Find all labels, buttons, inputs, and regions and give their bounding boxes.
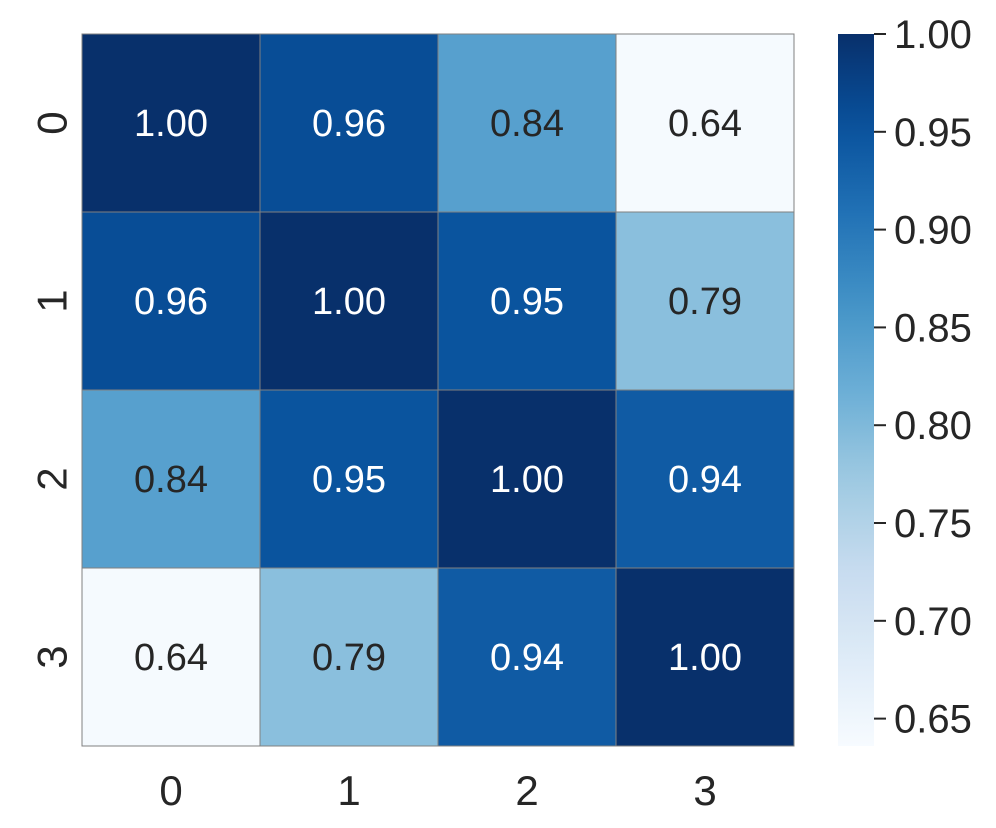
cell-value-label: 1.00 bbox=[668, 637, 742, 679]
cell-value-label: 0.79 bbox=[312, 637, 386, 679]
colorbar: 0.65 0.70 0.75 0.80 0.85 0.90 0.95 1.00 bbox=[838, 13, 972, 746]
y-tick-label: 3 bbox=[29, 645, 76, 668]
heatmap-cell-r1-c0 bbox=[81, 211, 261, 391]
cell-value-label: 0.95 bbox=[490, 281, 564, 323]
x-tick-label: 1 bbox=[337, 767, 360, 814]
cell-value-label: 0.96 bbox=[312, 103, 386, 145]
cell-value-label: 0.79 bbox=[668, 281, 742, 323]
heatmap-cell-r0-c1 bbox=[259, 33, 439, 213]
heatmap-cell-r3-c0 bbox=[81, 567, 261, 747]
cell-value-label: 0.84 bbox=[490, 103, 564, 145]
cell-value-label: 0.84 bbox=[134, 459, 208, 501]
colorbar-tick-label: 0.75 bbox=[894, 502, 972, 546]
heatmap-cell-r1-c3 bbox=[615, 211, 795, 391]
heatmap-cell-r0-c3 bbox=[615, 33, 795, 213]
heatmap-cell-r1-c2 bbox=[437, 211, 617, 391]
cell-value-label: 1.00 bbox=[490, 459, 564, 501]
y-tick-label: 2 bbox=[29, 467, 76, 490]
cell-value-label: 0.94 bbox=[668, 459, 742, 501]
y-tick-label: 1 bbox=[29, 289, 76, 312]
heatmap-cell-r2-c1 bbox=[259, 389, 439, 569]
cell-value-label: 0.64 bbox=[134, 637, 208, 679]
x-tick-label: 0 bbox=[159, 767, 182, 814]
x-tick-label: 2 bbox=[515, 767, 538, 814]
cell-value-label: 1.00 bbox=[134, 103, 208, 145]
colorbar-tick-label: 1.00 bbox=[894, 13, 972, 57]
y-axis-ticks: 0 1 2 3 bbox=[29, 111, 76, 668]
x-tick-label: 3 bbox=[693, 767, 716, 814]
heatmap-cell-r0-c2 bbox=[437, 33, 617, 213]
colorbar-tick-label: 0.80 bbox=[894, 404, 972, 448]
y-tick-label: 0 bbox=[29, 111, 76, 134]
cell-value-label: 0.64 bbox=[668, 103, 742, 145]
colorbar-tick-label: 0.85 bbox=[894, 306, 972, 350]
cell-value-label: 0.94 bbox=[490, 637, 564, 679]
colorbar-tick-label: 0.90 bbox=[894, 209, 972, 253]
cell-value-label: 1.00 bbox=[312, 281, 386, 323]
colorbar-tick-label: 0.65 bbox=[894, 698, 972, 742]
heatmap-cell-r3-c2 bbox=[437, 567, 617, 747]
colorbar-gradient bbox=[838, 34, 874, 746]
x-axis-ticks: 0 1 2 3 bbox=[159, 767, 716, 814]
cell-value-label: 0.95 bbox=[312, 459, 386, 501]
heatmap-cell-r1-c1 bbox=[259, 211, 439, 391]
colorbar-tick-label: 0.70 bbox=[894, 600, 972, 644]
colorbar-tick-label: 0.95 bbox=[894, 111, 972, 155]
heatmap-cell-r0-c0 bbox=[81, 33, 261, 213]
heatmap-cells: 1.00 0.96 0.84 0.64 0.96 1.00 0.95 0.79 0.84 0.95… bbox=[81, 33, 795, 747]
heatmap-cell-r2-c3 bbox=[615, 389, 795, 569]
heatmap-cell-r3-c3 bbox=[615, 567, 795, 747]
heatmap-cell-r3-c1 bbox=[259, 567, 439, 747]
cell-value-label: 0.96 bbox=[134, 281, 208, 323]
